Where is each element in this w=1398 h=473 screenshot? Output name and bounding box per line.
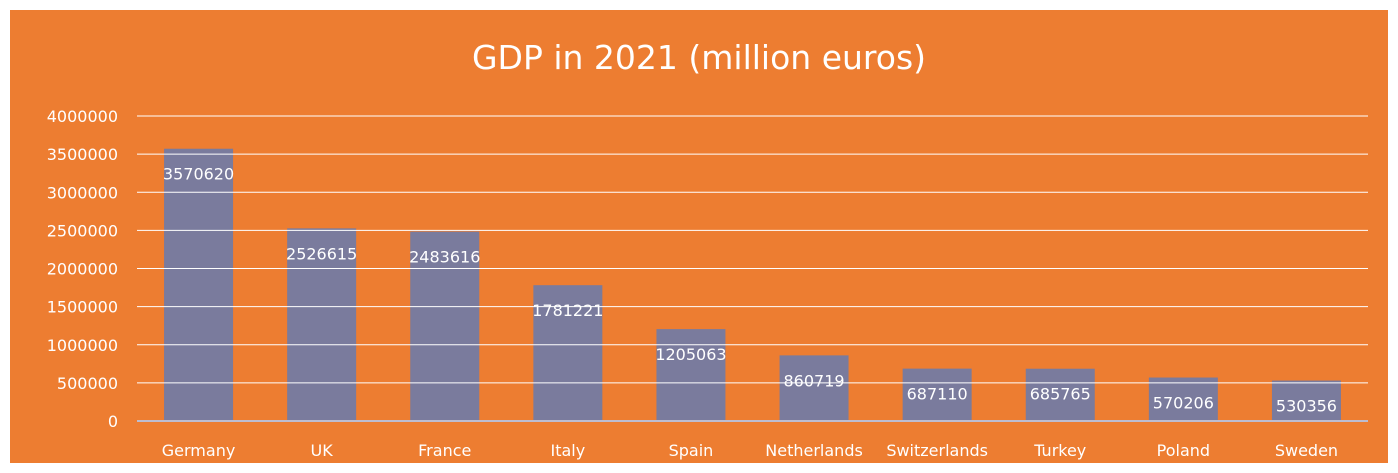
- bar: [287, 228, 357, 421]
- x-tick-label: UK: [311, 441, 334, 460]
- y-tick-label: 3000000: [47, 183, 118, 202]
- y-tick-label: 1500000: [47, 298, 118, 317]
- y-tick-label: 2000000: [47, 260, 118, 279]
- data-label: 2526615: [286, 244, 357, 263]
- bar-chart: GDP in 2021 (million euros) 0 500000 10000…: [10, 10, 1388, 463]
- data-labels: 3570620 2526615 2483616 1781221 1205063 86071…: [137, 165, 1368, 422]
- data-label: 1205063: [655, 345, 726, 364]
- data-label: 3570620: [163, 165, 234, 184]
- bar: [1148, 377, 1218, 421]
- y-tick-label: 0: [108, 412, 118, 431]
- bar: [902, 368, 972, 421]
- x-tick-label: Germany: [162, 441, 236, 460]
- x-tick-label: Netherlands: [765, 441, 863, 460]
- x-axis-ticks: Germany UK France Italy Spain Netherlands Swit…: [162, 441, 1338, 460]
- x-tick-label: Italy: [550, 441, 585, 460]
- bar: [1025, 368, 1095, 421]
- bar: [533, 285, 603, 421]
- data-label: 1781221: [532, 301, 603, 320]
- x-tick-label: France: [418, 441, 471, 460]
- y-tick-label: 2500000: [47, 221, 118, 240]
- y-tick-label: 3500000: [47, 145, 118, 164]
- bar: [1271, 380, 1341, 421]
- chart-container: GDP in 2021 (million euros) 0 500000 10000…: [10, 10, 1388, 463]
- data-label: 530356: [1276, 397, 1337, 416]
- y-axis-ticks: 0 500000 1000000 1500000 2000000 2500000 30000…: [47, 107, 118, 431]
- bar: [656, 329, 726, 421]
- x-tick-label: Spain: [669, 441, 714, 460]
- y-tick-label: 500000: [57, 374, 118, 393]
- data-label: 2483616: [409, 248, 480, 267]
- x-tick-label: Turkey: [1033, 441, 1086, 460]
- data-label: 687110: [907, 385, 968, 404]
- bars: [164, 148, 1341, 421]
- data-label: 570206: [1153, 394, 1214, 413]
- x-tick-label: Poland: [1157, 441, 1210, 460]
- data-label: 685765: [1030, 385, 1091, 404]
- x-tick-label: Sweden: [1275, 441, 1338, 460]
- data-label: 860719: [784, 371, 845, 390]
- gridlines: [137, 115, 1368, 384]
- y-tick-label: 1000000: [47, 336, 118, 355]
- x-tick-label: Switzerlands: [886, 441, 988, 460]
- bar: [164, 148, 234, 421]
- bar: [410, 231, 480, 421]
- bar: [779, 355, 849, 421]
- y-tick-label: 4000000: [47, 107, 118, 126]
- chart-title: GDP in 2021 (million euros): [472, 38, 926, 77]
